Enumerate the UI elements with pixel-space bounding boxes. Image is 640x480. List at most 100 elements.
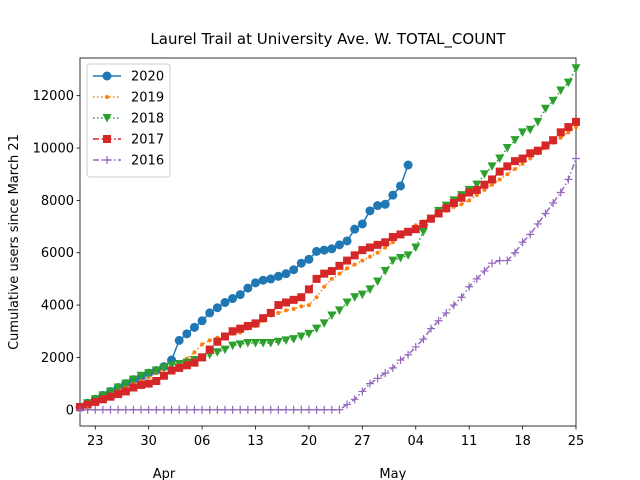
marker (289, 405, 298, 414)
marker (182, 361, 191, 370)
marker (571, 64, 581, 73)
marker (327, 405, 336, 414)
marker (258, 275, 268, 285)
marker (319, 245, 329, 255)
marker (518, 154, 527, 163)
marker (465, 188, 474, 197)
marker (357, 290, 367, 300)
marker (299, 304, 304, 309)
marker (357, 219, 367, 229)
marker (289, 265, 299, 275)
marker (556, 188, 565, 197)
marker (403, 160, 413, 170)
marker (449, 199, 458, 208)
marker (490, 182, 495, 187)
marker (533, 117, 543, 127)
marker (320, 405, 329, 414)
marker (495, 167, 504, 176)
marker (352, 262, 357, 267)
marker (228, 341, 238, 351)
marker (549, 199, 558, 208)
marker (114, 405, 123, 414)
legend-label: 2016 (131, 154, 164, 169)
marker (449, 301, 458, 310)
marker (228, 294, 238, 304)
marker (487, 162, 497, 171)
marker (144, 379, 153, 388)
marker (388, 190, 398, 200)
marker (129, 405, 138, 414)
marker (121, 387, 130, 396)
marker (495, 154, 505, 164)
marker (411, 243, 421, 252)
marker (472, 180, 482, 190)
marker (442, 308, 451, 317)
x-tick-label: 25 (568, 434, 585, 449)
marker (205, 345, 214, 354)
marker (137, 405, 146, 414)
series (76, 117, 580, 412)
marker (488, 259, 497, 268)
marker (284, 308, 289, 313)
legend-marker (102, 71, 112, 81)
marker (190, 358, 199, 367)
chart-title: Laurel Trail at University Ave. W. TOTAL… (150, 30, 506, 49)
marker (243, 339, 253, 348)
x-tick-label: 06 (194, 434, 211, 449)
series (75, 160, 413, 412)
x-tick-label: 20 (301, 434, 318, 449)
marker (541, 209, 550, 218)
marker (365, 379, 374, 388)
x-tick-label: 30 (140, 434, 157, 449)
marker (228, 405, 237, 414)
x-tick-label: 23 (87, 434, 104, 449)
marker (404, 227, 413, 236)
marker (251, 339, 261, 348)
marker (159, 363, 169, 373)
x-tick-label: 04 (407, 434, 424, 449)
marker (327, 244, 337, 254)
marker (205, 405, 214, 414)
marker (106, 387, 116, 396)
series (76, 154, 580, 414)
marker (192, 350, 197, 355)
marker (212, 348, 222, 357)
marker (213, 337, 222, 346)
marker (549, 136, 558, 145)
marker (337, 271, 342, 276)
marker (197, 316, 207, 326)
marker (335, 261, 344, 270)
marker (343, 400, 352, 409)
marker (251, 405, 260, 414)
marker (243, 283, 253, 293)
marker (558, 135, 563, 140)
marker (556, 128, 565, 137)
marker (306, 303, 311, 308)
marker (395, 253, 405, 263)
marker (520, 161, 525, 166)
marker (113, 383, 123, 393)
marker (152, 376, 161, 385)
marker (533, 219, 542, 228)
marker (510, 136, 520, 145)
marker (510, 157, 519, 166)
marker (274, 405, 283, 414)
marker (91, 397, 100, 406)
marker (457, 293, 466, 302)
marker (319, 319, 329, 328)
marker (159, 371, 168, 380)
marker (282, 405, 291, 414)
marker (151, 366, 161, 376)
marker (296, 332, 306, 341)
marker (175, 363, 184, 372)
marker (243, 322, 252, 331)
marker (167, 366, 176, 375)
x-tick-label: 11 (461, 434, 478, 449)
marker (190, 405, 199, 414)
marker (98, 395, 107, 404)
marker (505, 172, 510, 177)
marker (375, 250, 380, 255)
y-tick-label: 6000 (41, 246, 74, 261)
marker (396, 356, 405, 365)
